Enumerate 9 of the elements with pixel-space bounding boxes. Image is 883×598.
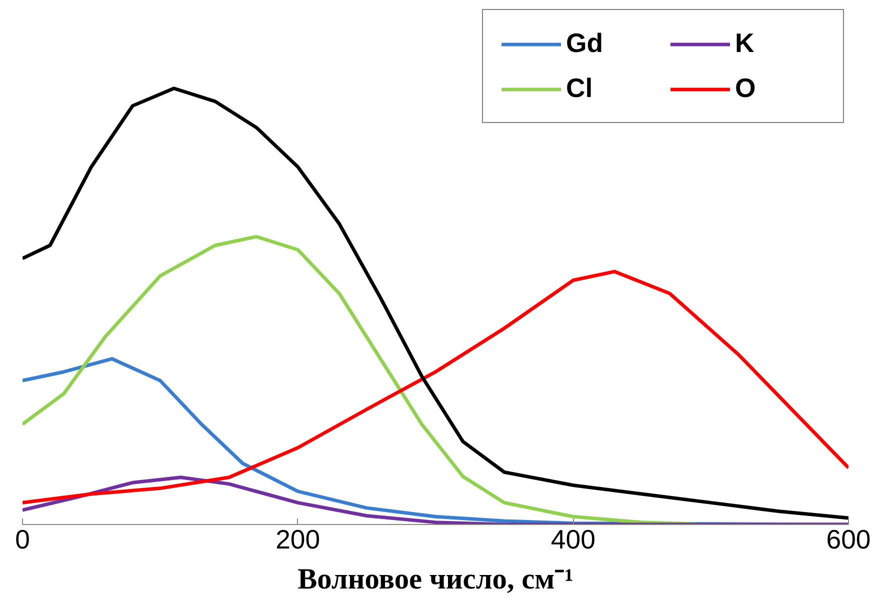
legend-label: Cl <box>566 73 594 104</box>
x-axis-title: Волновое число, см⁻¹ <box>298 564 574 596</box>
x-tick-label: 400 <box>550 524 596 554</box>
legend-label: Gd <box>566 28 604 59</box>
x-tick-label: 0 <box>15 524 30 554</box>
x-tick-label: 600 <box>826 524 871 554</box>
legend-label: O <box>735 73 757 104</box>
x-tick-label: 200 <box>276 524 320 554</box>
legend-label: K <box>735 28 756 59</box>
